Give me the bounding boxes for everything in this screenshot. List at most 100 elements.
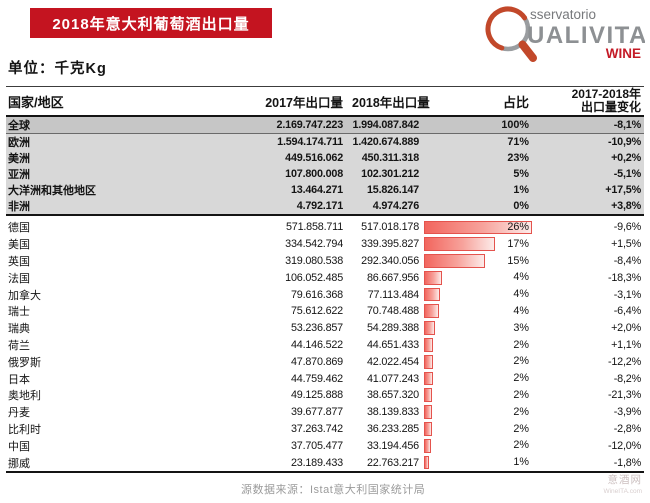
- export-2018-cell: 70.748.488: [366, 305, 419, 318]
- share-value: 1%: [513, 184, 529, 196]
- share-bar: [424, 321, 435, 336]
- change-cell: -5,1%: [613, 168, 641, 180]
- share-cell: 2%: [421, 387, 531, 404]
- country-row: 荷兰 44.146.522 44.651.433 2% +1,1%: [6, 337, 644, 354]
- export-2017-cell: 107.800.008: [285, 168, 343, 180]
- export-2018-cell: 22.763.217: [366, 456, 419, 469]
- export-2018-cell: 102.301.212: [361, 168, 419, 180]
- export-2018-cell: 292.340.056: [361, 254, 419, 267]
- page-title: 2018年意大利葡萄酒出口量: [52, 15, 250, 33]
- export-2018-cell: 1.420.674.889: [352, 136, 420, 148]
- name-cell: 俄罗斯: [8, 356, 41, 369]
- share-value: 17%: [507, 237, 529, 250]
- export-2017-cell: 39.677.877: [290, 406, 343, 419]
- export-2017-cell: 49.125.888: [290, 389, 343, 402]
- name-cell: 日本: [8, 373, 30, 386]
- share-bar: [424, 270, 442, 285]
- export-2017-cell: 571.858.711: [285, 221, 343, 234]
- region-row: 非洲 4.792.171 4.974.276 0% +3,8%: [6, 198, 644, 214]
- name-cell: 英国: [8, 255, 30, 268]
- export-2017-cell: 334.542.794: [285, 238, 343, 251]
- change-cell: -2,8%: [613, 422, 641, 435]
- region-row: 亚洲 107.800.008 102.301.212 5% -5,1%: [6, 166, 644, 182]
- export-2018-cell: 54.289.388: [366, 322, 419, 335]
- share-cell: 15%: [421, 253, 531, 270]
- share-cell: 2%: [421, 421, 531, 438]
- share-cell: 26%: [421, 219, 532, 236]
- export-2018-cell: 41.077.243: [366, 372, 419, 385]
- change-cell: -1,8%: [613, 456, 641, 469]
- share-cell: 2%: [421, 437, 531, 454]
- share-value: 71%: [507, 136, 529, 148]
- export-2018-cell: 450.311.318: [361, 152, 419, 164]
- export-2017-cell: 106.052.485: [285, 271, 343, 284]
- name-cell: 奥地利: [8, 390, 41, 403]
- change-cell: -3,1%: [613, 288, 641, 301]
- header-export-2018: 2018年出口量: [352, 95, 430, 110]
- country-row: 日本 44.759.462 41.077.243 2% -8,2%: [6, 370, 644, 387]
- export-2018-cell: 77.113.484: [367, 288, 419, 301]
- export-2018-cell: 44.651.433: [366, 338, 419, 351]
- share-cell: 5%: [421, 166, 531, 182]
- region-row: 全球 2.169.747.223 1.994.087.842 100% -8,1%: [6, 117, 644, 134]
- export-2017-cell: 37.263.742: [290, 422, 343, 435]
- share-cell: 4%: [421, 303, 531, 320]
- share-value: 2%: [513, 338, 529, 351]
- share-cell: 23%: [421, 150, 531, 166]
- country-row: 挪威 23.189.433 22.763.217 1% -1,8%: [6, 454, 644, 471]
- name-cell: 丹麦: [8, 407, 30, 420]
- share-cell: 100%: [421, 117, 531, 133]
- name-cell: 全球: [8, 120, 30, 132]
- logo-text-qualivita: UALIVITA: [527, 22, 645, 49]
- change-cell: +0,2%: [611, 152, 641, 164]
- share-value: 2%: [513, 388, 529, 401]
- country-row: 法国 106.052.485 86.667.956 4% -18,3%: [6, 269, 644, 286]
- header-export-2017: 2017年出口量: [265, 95, 343, 110]
- export-2017-cell: 1.594.174.711: [277, 136, 343, 148]
- name-cell: 大洋洲和其他地区: [8, 185, 96, 197]
- share-value: 0%: [513, 200, 529, 212]
- change-cell: +1,5%: [611, 238, 641, 251]
- change-cell: -12,2%: [607, 355, 641, 368]
- share-value: 5%: [513, 168, 529, 180]
- name-cell: 亚洲: [8, 169, 30, 181]
- name-cell: 比利时: [8, 423, 41, 436]
- export-table: 国家/地区 2017年出口量 2018年出口量 占比 2017-2018年 出口…: [6, 86, 644, 473]
- country-row: 中国 37.705.477 33.194.456 2% -12,0%: [6, 437, 644, 454]
- country-row: 俄罗斯 47.870.869 42.022.454 2% -12,2%: [6, 353, 644, 370]
- change-cell: +2,0%: [611, 322, 641, 335]
- country-rows: 德国 571.858.711 517.018.178 26% -9,6% 美国 334.54…: [6, 219, 644, 473]
- export-2017-cell: 4.792.171: [296, 200, 343, 212]
- share-value: 2%: [513, 405, 529, 418]
- magnifier-icon: [485, 6, 537, 62]
- export-2017-cell: 13.464.271: [290, 184, 343, 196]
- change-cell: -10,9%: [607, 136, 641, 148]
- header-region: 国家/地区: [8, 94, 64, 110]
- name-cell: 挪威: [8, 457, 30, 470]
- name-cell: 中国: [8, 440, 30, 453]
- logo-text-osservatorio: sservatorio: [530, 7, 596, 22]
- watermark-url: WineITA.com: [603, 488, 642, 495]
- share-value: 4%: [513, 304, 529, 317]
- export-2017-cell: 37.705.477: [290, 439, 343, 452]
- header-change: 2017-2018年 出口量变化: [531, 87, 644, 115]
- share-bar: [424, 455, 429, 470]
- share-value: 26%: [507, 221, 529, 233]
- change-cell: -8,4%: [613, 254, 641, 267]
- name-cell: 非洲: [8, 201, 30, 213]
- share-cell: 2%: [421, 337, 531, 354]
- share-cell: 2%: [421, 404, 531, 421]
- country-row: 瑞士 75.612.622 70.748.488 4% -6,4%: [6, 303, 644, 320]
- export-2018-cell: 86.667.956: [366, 271, 419, 284]
- share-bar: [424, 338, 433, 352]
- region-row: 大洋洲和其他地区 13.464.271 15.826.147 1% +17,5%: [6, 182, 644, 198]
- share-cell: 0%: [421, 198, 531, 214]
- share-value: 2%: [513, 355, 529, 368]
- share-cell: 4%: [421, 269, 531, 286]
- share-bar: [424, 438, 431, 453]
- header-change-line2: 出口量变化: [580, 100, 641, 114]
- region-row: 美洲 449.516.062 450.311.318 23% +0,2%: [6, 150, 644, 166]
- share-value: 1%: [513, 456, 529, 469]
- export-2017-cell: 53.236.857: [290, 322, 343, 335]
- export-2017-cell: 44.759.462: [290, 372, 343, 385]
